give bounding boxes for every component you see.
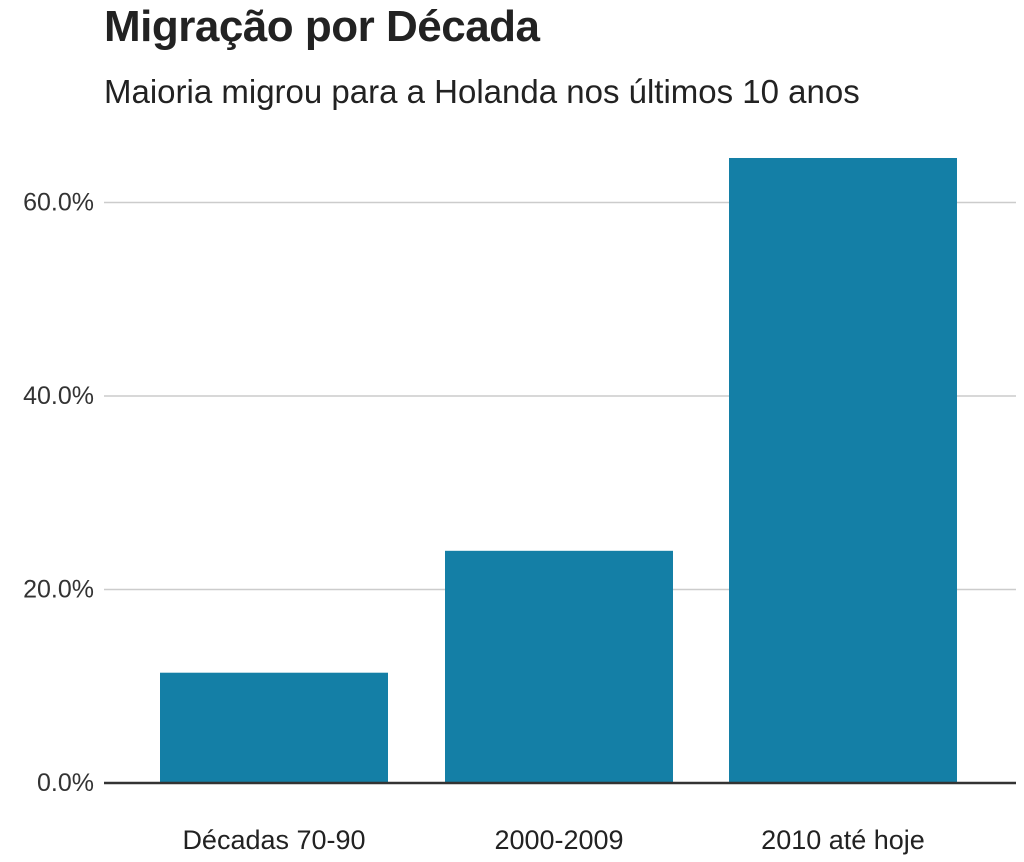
bar: [160, 672, 388, 783]
x-category-label: 2000-2009: [494, 825, 623, 855]
y-tick-label: 60.0%: [23, 189, 94, 217]
bars: [160, 157, 957, 783]
bar: [729, 157, 957, 783]
y-tick-label: 40.0%: [23, 382, 94, 410]
x-category-label: Décadas 70-90: [182, 825, 365, 855]
y-tick-label: 0.0%: [37, 769, 94, 797]
x-axis-categories: Décadas 70-90 2000-2009 2010 até hoje: [182, 825, 924, 855]
y-axis-ticks: 0.0% 20.0% 40.0% 60.0%: [23, 189, 94, 798]
y-tick-label: 20.0%: [23, 576, 94, 604]
chart-subtitle: Maioria migrou para a Holanda nos último…: [104, 73, 860, 110]
bar: [445, 550, 673, 783]
chart-title: Migração por Década: [104, 2, 540, 51]
x-category-label: 2010 até hoje: [761, 825, 925, 855]
